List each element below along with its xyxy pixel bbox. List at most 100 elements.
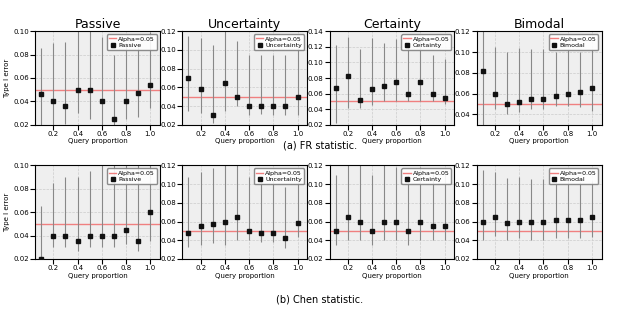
Passive (61, 104, 69, 108)
Certainty (441, 224, 449, 228)
Y-axis label: Type I error: Type I error (4, 193, 10, 232)
Certainty (404, 229, 412, 233)
Passive (110, 117, 118, 121)
X-axis label: Query proportion: Query proportion (362, 139, 422, 144)
Bimodal (515, 220, 523, 223)
X-axis label: Query proportion: Query proportion (68, 139, 127, 144)
Text: (a) FR statistic.: (a) FR statistic. (283, 140, 357, 150)
Bimodal (576, 90, 584, 93)
Uncertainty (257, 104, 265, 108)
Uncertainty (221, 81, 228, 85)
Bimodal (564, 218, 572, 222)
Certainty (356, 98, 364, 102)
Uncertainty (184, 231, 192, 235)
Certainty (368, 87, 376, 91)
Passive (122, 100, 130, 103)
Bimodal (564, 92, 572, 95)
Passive (74, 88, 81, 92)
Certainty (332, 86, 339, 90)
X-axis label: Query proportion: Query proportion (68, 273, 127, 279)
Y-axis label: Type I error: Type I error (4, 58, 10, 98)
Certainty (404, 92, 412, 95)
Certainty (380, 220, 388, 223)
Bimodal (527, 220, 535, 223)
Legend: Alpha=0.05, Certainty: Alpha=0.05, Certainty (401, 168, 451, 184)
Line: Certainty: Certainty (333, 215, 447, 233)
Uncertainty (233, 215, 241, 219)
Uncertainty (269, 231, 277, 235)
Passive (61, 234, 69, 237)
Bimodal (515, 100, 523, 104)
Line: Uncertainty: Uncertainty (186, 215, 300, 241)
Certainty (441, 96, 449, 100)
Bimodal (503, 222, 511, 225)
Uncertainty (282, 236, 289, 240)
Bimodal (576, 218, 584, 222)
Passive (49, 100, 57, 103)
Title: Bimodal: Bimodal (514, 18, 564, 31)
Certainty (332, 229, 339, 233)
Passive (110, 234, 118, 237)
Certainty (344, 75, 351, 78)
Legend: Alpha=0.05, Bimodal: Alpha=0.05, Bimodal (548, 34, 598, 50)
Uncertainty (209, 114, 216, 117)
Uncertainty (245, 229, 253, 233)
Legend: Alpha=0.05, Certainty: Alpha=0.05, Certainty (401, 34, 451, 50)
Passive (98, 100, 106, 103)
Line: Certainty: Certainty (333, 74, 447, 102)
X-axis label: Query proportion: Query proportion (215, 139, 275, 144)
Legend: Alpha=0.05, Uncertainty: Alpha=0.05, Uncertainty (254, 168, 304, 184)
Bimodal (491, 92, 499, 95)
Bimodal (552, 94, 559, 98)
Legend: Alpha=0.05, Bimodal: Alpha=0.05, Bimodal (548, 168, 598, 184)
Passive (122, 228, 130, 232)
Line: Bimodal: Bimodal (481, 69, 594, 106)
X-axis label: Query proportion: Query proportion (509, 139, 569, 144)
Uncertainty (221, 220, 228, 223)
Line: Uncertainty: Uncertainty (186, 76, 300, 118)
Bimodal (588, 86, 596, 90)
Passive (134, 240, 142, 243)
Certainty (356, 220, 364, 223)
Passive (86, 234, 93, 237)
Text: (b) Chen statistic.: (b) Chen statistic. (276, 295, 364, 305)
Title: Certainty: Certainty (363, 18, 421, 31)
Line: Passive: Passive (39, 83, 152, 121)
Uncertainty (294, 222, 301, 225)
Passive (134, 91, 142, 95)
Title: Passive: Passive (74, 18, 121, 31)
Legend: Alpha=0.05, Passive: Alpha=0.05, Passive (107, 34, 157, 50)
Line: Bimodal: Bimodal (481, 215, 594, 226)
Passive (147, 210, 154, 214)
Bimodal (503, 102, 511, 106)
Passive (37, 92, 45, 96)
Certainty (417, 80, 424, 84)
Uncertainty (294, 95, 301, 99)
Certainty (392, 80, 400, 84)
Bimodal (540, 220, 547, 223)
Bimodal (588, 215, 596, 219)
X-axis label: Query proportion: Query proportion (215, 273, 275, 279)
Bimodal (479, 220, 486, 223)
Legend: Alpha=0.05, Passive: Alpha=0.05, Passive (107, 168, 157, 184)
Bimodal (527, 97, 535, 101)
Uncertainty (196, 87, 204, 91)
Uncertainty (184, 76, 192, 80)
Bimodal (479, 69, 486, 73)
Uncertainty (269, 104, 277, 108)
Certainty (429, 224, 436, 228)
Legend: Alpha=0.05, Uncertainty: Alpha=0.05, Uncertainty (254, 34, 304, 50)
Certainty (344, 215, 351, 219)
Passive (49, 234, 57, 237)
X-axis label: Query proportion: Query proportion (362, 273, 422, 279)
Certainty (429, 92, 436, 95)
Passive (37, 257, 45, 261)
Uncertainty (282, 104, 289, 108)
Passive (147, 83, 154, 87)
Bimodal (540, 97, 547, 101)
Bimodal (491, 215, 499, 219)
Passive (86, 88, 93, 92)
Certainty (380, 84, 388, 88)
Certainty (417, 220, 424, 223)
X-axis label: Query proportion: Query proportion (509, 273, 569, 279)
